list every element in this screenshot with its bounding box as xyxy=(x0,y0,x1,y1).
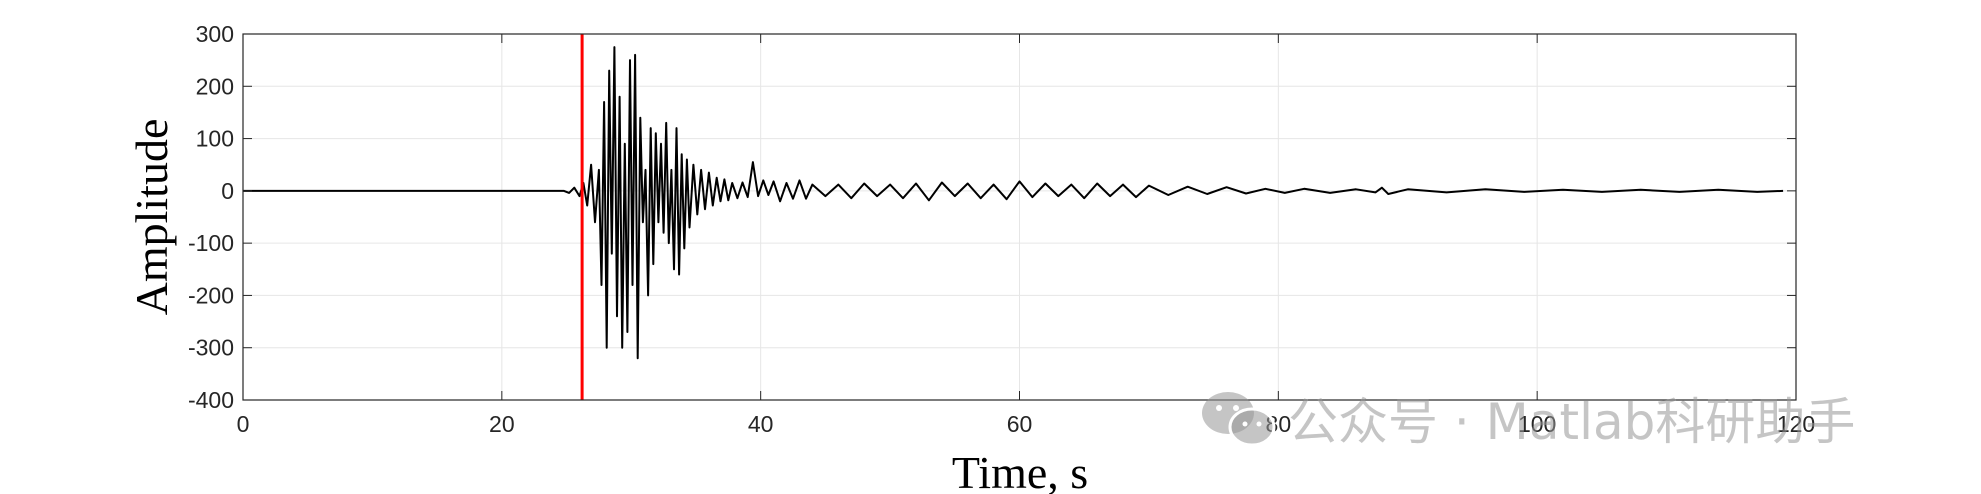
y-tick-label: -200 xyxy=(188,282,234,308)
x-tick-label: 40 xyxy=(748,411,774,437)
y-tick-label: -100 xyxy=(188,230,234,256)
y-tick-label: 300 xyxy=(196,21,234,47)
tick-labels: 0 20 40 60 80 100 120 300 200 100 0 -100 -200 -300 -40… xyxy=(188,21,1815,437)
y-tick-label: 200 xyxy=(196,73,234,99)
data-series xyxy=(243,34,1784,400)
y-tick-label: 100 xyxy=(196,126,234,152)
y-tick-label: -300 xyxy=(188,335,234,361)
x-tick-label: 0 xyxy=(237,411,250,437)
ticks xyxy=(242,33,1797,401)
x-tick-label: 80 xyxy=(1266,411,1292,437)
y-tick-label: 0 xyxy=(221,178,234,204)
y-axis-title: Amplitude xyxy=(126,119,177,316)
signal-line xyxy=(243,46,1784,360)
x-tick-label: 60 xyxy=(1007,411,1033,437)
x-tick-label: 120 xyxy=(1777,411,1815,437)
x-tick-label: 20 xyxy=(489,411,515,437)
y-tick-label: -400 xyxy=(188,387,234,413)
x-axis-title: Time, s xyxy=(952,447,1088,494)
x-tick-label: 100 xyxy=(1518,411,1556,437)
